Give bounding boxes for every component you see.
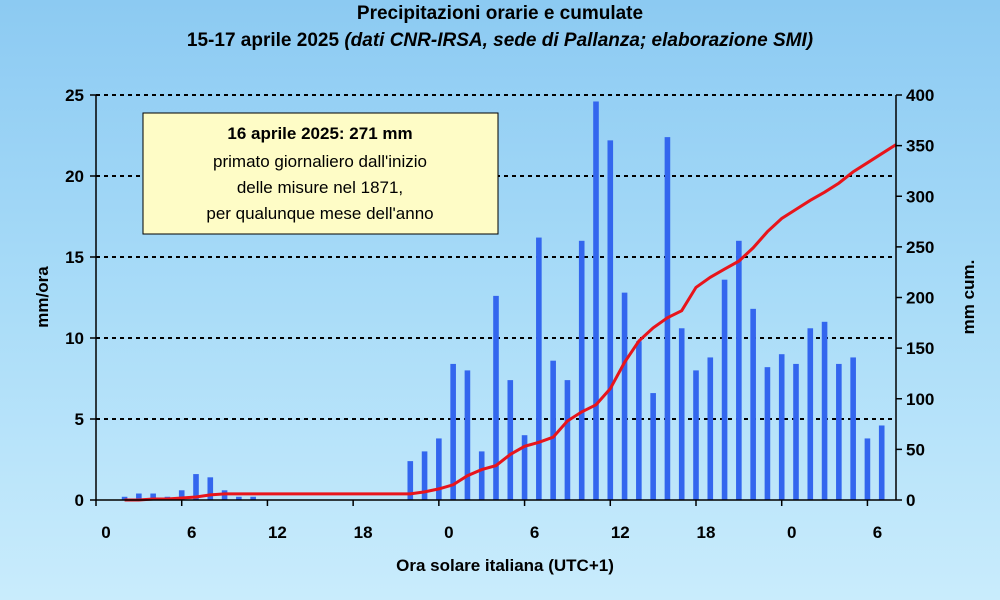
- bar: [450, 363, 456, 500]
- bar: [121, 496, 128, 500]
- cumulative-line: [124, 143, 897, 502]
- bar: [836, 363, 842, 500]
- y-right-tick-label: 200: [906, 289, 934, 308]
- annotation-background: [142, 112, 499, 235]
- bar: [578, 240, 585, 501]
- bar: [850, 357, 856, 500]
- y-right-tick-label: 400: [906, 86, 934, 105]
- bar: [593, 101, 599, 500]
- y-right-tick-label: 300: [906, 187, 934, 206]
- bar: [136, 493, 142, 500]
- bar: [236, 496, 242, 500]
- bar: [407, 461, 414, 500]
- y-right-tick-labels: 0 50 100 150 200 250 300 350 400: [906, 86, 934, 510]
- subtitle-date: 15-17 aprile 2025: [187, 30, 340, 51]
- x-tick-labels: 0 6 12 18 0 6 12 18 0 6: [101, 523, 882, 542]
- bar: [207, 477, 214, 500]
- bar: [736, 240, 742, 501]
- bar: [764, 367, 771, 500]
- bar: [178, 490, 185, 500]
- bar: [650, 393, 656, 500]
- y-left-axis-label: mm/ora: [33, 266, 52, 328]
- bar: [864, 438, 871, 500]
- bar: [607, 140, 614, 501]
- bar: [507, 380, 514, 500]
- y-right-tick-label: 150: [906, 339, 934, 358]
- bar: [693, 370, 699, 500]
- bar: [150, 493, 156, 500]
- bar: [636, 341, 642, 500]
- y-right-tick-label: 350: [906, 137, 934, 156]
- bar: [564, 380, 571, 500]
- bar: [493, 295, 499, 500]
- x-tick-label: 18: [697, 523, 716, 542]
- bar: [750, 308, 756, 500]
- bar: [193, 474, 199, 500]
- annotation-line-3: delle misure nel 1871,: [237, 178, 403, 197]
- bar: [536, 237, 542, 500]
- bar: [250, 496, 256, 500]
- x-tick-label: 0: [787, 523, 796, 542]
- y-left-tick-label: 5: [75, 410, 84, 429]
- bar: [821, 321, 828, 500]
- bar: [878, 425, 885, 500]
- bar: [464, 370, 471, 500]
- x-axis-label: Ora solare italiana (UTC+1): [396, 556, 614, 575]
- bar: [807, 328, 814, 500]
- y-left-tick-label: 25: [65, 86, 84, 105]
- y-right-tick-label: 50: [906, 440, 925, 459]
- x-tick-label: 6: [530, 523, 539, 542]
- bar: [478, 451, 485, 500]
- y-left-tick-label: 15: [65, 248, 84, 267]
- bar: [721, 279, 728, 500]
- chart-subtitle: 15-17 aprile 2025 (dati CNR-IRSA, sede d…: [187, 30, 813, 51]
- x-tick-label: 0: [444, 523, 453, 542]
- subtitle-source: (dati CNR-IRSA, sede di Pallanza; elabor…: [344, 30, 813, 51]
- x-tick-label: 12: [611, 523, 630, 542]
- y-left-tick-label: 10: [65, 329, 84, 348]
- bar: [707, 357, 714, 500]
- bar: [421, 451, 428, 500]
- annotation-line-2: primato giornaliero dall'inizio: [213, 152, 427, 171]
- chart-title: Precipitazioni orarie e cumulate: [357, 3, 643, 24]
- x-tick-label: 18: [354, 523, 373, 542]
- axes: [90, 94, 902, 506]
- x-tick-label: 0: [101, 523, 110, 542]
- y-right-tick-label: 250: [906, 238, 934, 257]
- y-right-tick-label: 100: [906, 390, 934, 409]
- bar: [778, 354, 785, 500]
- annotation-line-4: per qualunque mese dell'anno: [206, 204, 433, 223]
- x-tick-label: 6: [873, 523, 882, 542]
- bar: [621, 292, 628, 500]
- x-tick-label: 6: [187, 523, 196, 542]
- bar: [436, 438, 442, 500]
- annotation-line-1: 16 aprile 2025: 271 mm: [227, 124, 412, 143]
- annotation-box: 16 aprile 2025: 271 mm primato giornalie…: [142, 112, 499, 235]
- x-tick-label: 12: [268, 523, 287, 542]
- y-left-tick-label: 0: [75, 491, 84, 510]
- bar: [521, 435, 528, 500]
- y-left-tick-labels: 0 5 10 15 20 25: [65, 86, 84, 510]
- y-right-axis-label: mm cum.: [959, 260, 978, 335]
- bar: [550, 360, 556, 500]
- bar: [793, 363, 799, 500]
- y-left-tick-label: 20: [65, 167, 84, 186]
- bar: [678, 328, 685, 500]
- y-right-tick-label: 0: [906, 491, 915, 510]
